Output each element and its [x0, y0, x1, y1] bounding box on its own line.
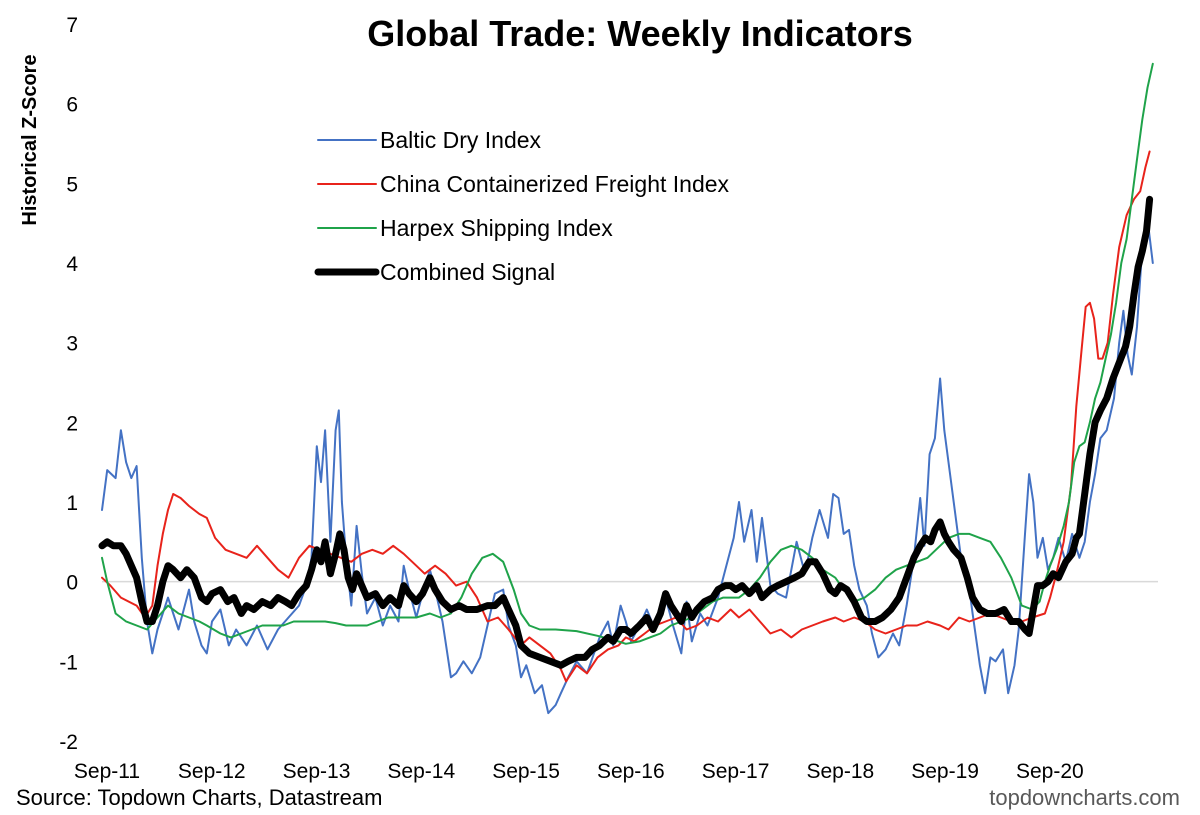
legend-label-2: Harpex Shipping Index: [380, 215, 613, 241]
y-tick-label: 3: [66, 333, 78, 356]
legend-label-3: Combined Signal: [380, 259, 555, 285]
x-tick-label: Sep-18: [806, 760, 874, 783]
y-tick-label: 6: [66, 94, 78, 117]
x-ticks: Sep-11 Sep-12 Sep-13 Sep-14 Sep-15 Sep-16 Sep-…: [74, 760, 1084, 783]
source-note: Source: Topdown Charts, Datastream: [16, 785, 383, 810]
y-tick-label: -1: [59, 651, 78, 674]
x-tick-label: Sep-15: [492, 760, 560, 783]
y-ticks: -2 -1 0 1 2 3 4 5 6 7: [59, 14, 78, 754]
x-tick-label: Sep-20: [1016, 760, 1084, 783]
series-lines: [98, 62, 1154, 715]
y-tick-label: 0: [66, 572, 78, 595]
y-tick-label: 1: [66, 492, 78, 515]
chart-title: Global Trade: Weekly Indicators: [367, 13, 913, 54]
brand-watermark: topdowncharts.com: [989, 785, 1180, 810]
y-axis-label: Historical Z-Score: [19, 54, 41, 225]
y-tick-label: 2: [66, 412, 78, 435]
y-tick-label: 5: [66, 173, 78, 196]
y-tick-label: 4: [66, 253, 78, 276]
x-tick-label: Sep-12: [178, 760, 246, 783]
legend-label-0: Baltic Dry Index: [380, 127, 542, 153]
series-line-3: [98, 195, 1154, 669]
y-tick-label: 7: [66, 14, 78, 37]
legend-label-1: China Containerized Freight Index: [380, 171, 730, 197]
x-tick-label: Sep-19: [911, 760, 979, 783]
x-tick-label: Sep-14: [387, 760, 455, 783]
legend: Baltic Dry Index China Containerized Frei…: [314, 127, 730, 285]
x-tick-label: Sep-11: [74, 760, 140, 783]
x-tick-label: Sep-16: [597, 760, 665, 783]
x-tick-label: Sep-17: [702, 760, 770, 783]
series-line-2: [101, 62, 1154, 645]
y-tick-label: -2: [59, 731, 78, 754]
x-tick-label: Sep-13: [283, 760, 351, 783]
